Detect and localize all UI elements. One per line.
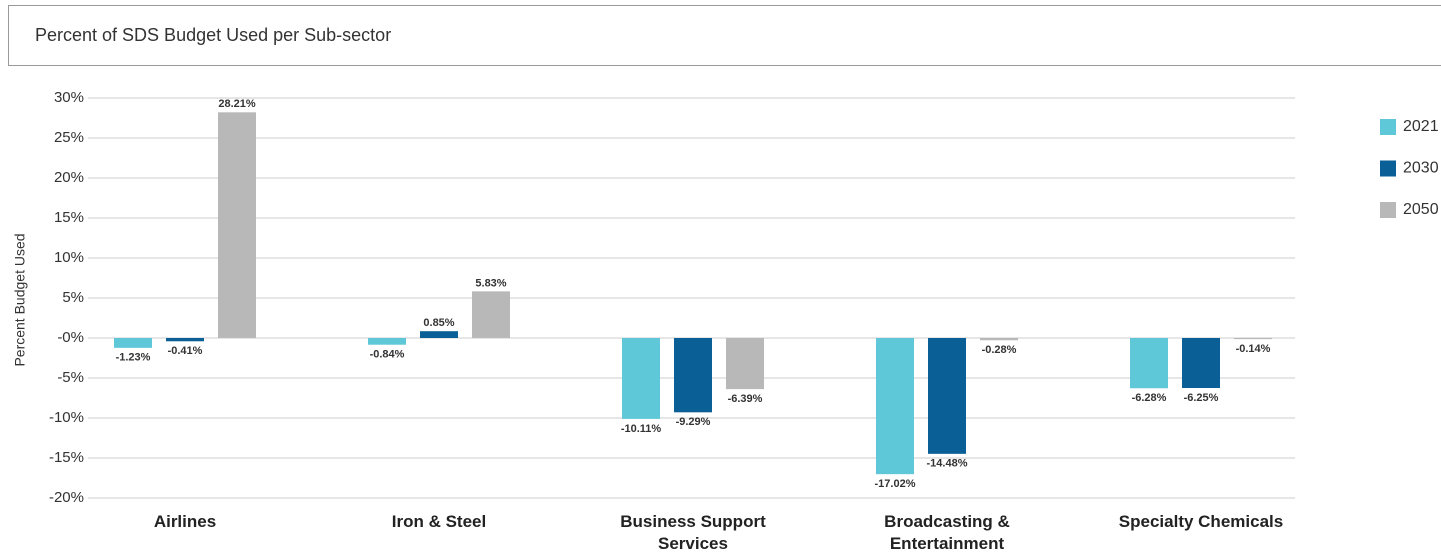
x-tick-label: Airlines <box>153 512 217 531</box>
bar <box>726 338 764 390</box>
legend-label: 2021 <box>1403 118 1439 135</box>
data-label: -10.11% <box>621 423 662 435</box>
data-label: -0.41% <box>168 345 203 357</box>
bar <box>472 291 510 338</box>
legend-label: 2030 <box>1403 160 1439 177</box>
y-tick-label: -10% <box>49 409 84 426</box>
legend-swatch <box>1380 160 1396 177</box>
data-label: -0.14% <box>1236 343 1271 355</box>
y-tick-label: 25% <box>54 129 84 146</box>
data-label: -14.48% <box>927 458 968 470</box>
bar <box>166 338 204 342</box>
data-label: -17.02% <box>875 478 916 490</box>
chart-title: Percent of SDS Budget Used per Sub-secto… <box>35 25 391 45</box>
y-tick-label: -20% <box>49 489 84 506</box>
data-label: -6.25% <box>1184 392 1219 404</box>
data-label: 28.21% <box>218 98 256 110</box>
y-axis-label: Percent Budget Used <box>12 233 28 366</box>
data-label: -6.28% <box>1132 392 1167 404</box>
bar <box>420 331 458 338</box>
y-tick-label: -0% <box>57 329 84 346</box>
bar <box>876 338 914 475</box>
x-tick-label: Broadcasting & Entertainment <box>884 512 1010 553</box>
y-tick-label: -5% <box>57 369 84 386</box>
bar <box>368 338 406 345</box>
y-tick-label: 10% <box>54 249 84 266</box>
legend-swatch <box>1380 202 1396 218</box>
y-tick-label: -15% <box>49 449 84 466</box>
data-label: -0.28% <box>982 344 1017 356</box>
x-tick-label: Specialty Chemicals <box>1118 512 1284 531</box>
bar <box>218 112 256 338</box>
data-label: 5.83% <box>475 277 506 289</box>
y-tick-label: 30% <box>54 89 84 106</box>
y-tick-label: 20% <box>54 169 84 186</box>
bar <box>622 338 660 419</box>
y-tick-label: 15% <box>54 209 84 226</box>
data-label: -6.39% <box>728 393 763 405</box>
x-tick-label: Business Support Services <box>620 512 766 553</box>
bar <box>928 338 966 454</box>
data-label: 0.85% <box>423 317 454 329</box>
legend-swatch <box>1380 119 1396 135</box>
title-box <box>8 5 1441 66</box>
bar <box>980 338 1018 341</box>
bar <box>1182 338 1220 388</box>
y-tick-label: 5% <box>62 289 84 306</box>
legend-label: 2050 <box>1403 201 1439 218</box>
data-label: -9.29% <box>676 416 711 428</box>
bar <box>1234 338 1272 340</box>
bar <box>1130 338 1168 389</box>
bar <box>114 338 152 348</box>
data-label: -1.23% <box>116 352 151 364</box>
data-label: -0.84% <box>370 349 405 361</box>
bar <box>674 338 712 413</box>
x-tick-label: Iron & Steel <box>391 512 487 531</box>
